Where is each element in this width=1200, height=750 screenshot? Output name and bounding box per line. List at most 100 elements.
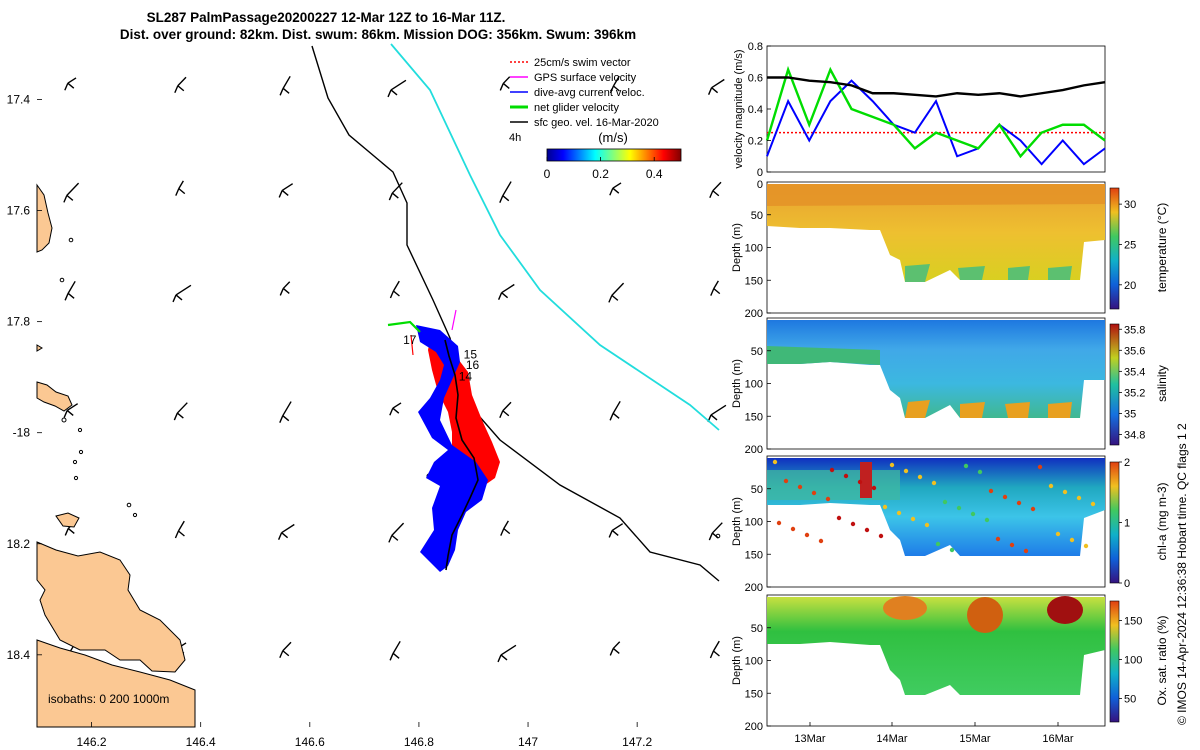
geostrophic-vector-arrow	[612, 400, 621, 414]
oxygen-high-patch	[1047, 596, 1083, 624]
depth-tick-label: 150	[745, 411, 763, 423]
depth-zero-tick-label: 0	[757, 179, 763, 191]
islet	[78, 449, 84, 455]
chla-sample-dot	[804, 532, 810, 538]
islet	[715, 533, 721, 539]
velocity-y-tick-label: 0.8	[748, 41, 763, 53]
velocity-y-tick-label: 0.6	[748, 73, 763, 85]
geostrophic-vector-arrow	[390, 79, 407, 91]
map-y-tick-label: 17.4	[7, 93, 31, 107]
geostrophic-vector-arrow	[611, 282, 625, 296]
geostrophic-arrowhead	[279, 87, 290, 96]
islet	[72, 459, 78, 465]
colorbar-tick-label: 50	[1124, 694, 1136, 706]
section-colorbar-label: chl-a (mg m-3)	[1155, 482, 1169, 560]
chla-sample-dot	[836, 515, 842, 521]
geostrophic-arrowhead	[389, 652, 400, 661]
chla-sample-dot	[1069, 537, 1075, 543]
temperature-surface-layer	[767, 184, 1105, 206]
geostrophic-vector-arrow	[177, 76, 187, 87]
geostrophic-vector-arrow	[712, 181, 722, 192]
temperature-field	[767, 184, 1105, 282]
geostrophic-vector-arrow	[710, 404, 727, 416]
geostrophic-arrowhead	[63, 194, 74, 203]
legend-label-net: net glider velocity	[534, 102, 619, 114]
geostrophic-arrowhead	[389, 407, 400, 416]
map-x-tick-label: 147	[518, 735, 538, 749]
geostrophic-vector-arrow	[503, 520, 509, 529]
geostrophic-vector-arrow	[501, 283, 515, 294]
velocity-y-tick-label: 0	[757, 167, 763, 179]
geostrophic-arrowhead	[609, 412, 620, 421]
chla-sample-dot	[931, 480, 937, 486]
geostrophic-vector-arrow	[67, 77, 77, 84]
time-tick-label: 15Mar	[959, 733, 991, 745]
land-island-2	[55, 512, 80, 528]
geostrophic-arrowhead	[497, 654, 508, 663]
islet	[61, 417, 67, 423]
colorbar-tick-label: 1	[1124, 518, 1130, 530]
geostrophic-vector-arrow	[282, 641, 292, 652]
geostrophic-vector-arrow	[392, 402, 402, 409]
chla-sample-dot	[984, 517, 990, 523]
chla-sample-dot	[1030, 506, 1036, 512]
geostrophic-arrowhead	[278, 189, 289, 198]
section-ylabel: Depth (m)	[731, 636, 743, 685]
gps-surface-velocity-arrow	[451, 309, 457, 331]
depth-tick-label: 50	[751, 623, 763, 635]
geostrophic-arrowhead	[710, 288, 721, 296]
geostrophic-arrowhead	[174, 85, 185, 94]
geostrophic-arrowhead	[388, 192, 399, 201]
map-x-tick-label: 147.2	[622, 735, 652, 749]
section-ylabel: Depth (m)	[731, 497, 743, 546]
islet	[59, 277, 65, 283]
geostrophic-arrowhead	[277, 532, 289, 540]
geostrophic-arrowhead	[279, 415, 290, 423]
chla-sample-dot	[1090, 501, 1096, 507]
geostrophic-vector-arrow	[392, 640, 401, 654]
legend-interval-label: 4h	[509, 132, 521, 144]
chla-sample-dot	[776, 520, 782, 526]
land-mainland-south	[36, 541, 186, 673]
chla-sample-dot	[1076, 495, 1082, 501]
chla-sample-dot	[871, 485, 877, 491]
geostrophic-arrowhead	[609, 85, 620, 94]
track-time-label: 14	[459, 370, 473, 384]
geostrophic-vector-arrow	[711, 522, 723, 534]
chla-sample-dot	[910, 516, 916, 522]
small-islets	[59, 237, 721, 539]
oxygen-high-patch	[883, 596, 927, 620]
islet	[132, 512, 138, 518]
geostrophic-arrowhead	[709, 190, 720, 199]
geostrophic-vector-arrow	[66, 403, 79, 412]
geostrophic-arrowhead	[173, 412, 184, 421]
geostrophic-vector-arrow	[281, 183, 294, 192]
geostrophic-arrowhead	[64, 82, 75, 91]
depth-tick-label: 200	[745, 444, 763, 456]
colorbar-tick-label: 0	[1124, 578, 1130, 590]
colorbar-tick-label: 0.2	[592, 167, 609, 181]
geostrophic-vector-arrow	[502, 76, 511, 84]
geostrophic-vector-arrow	[391, 522, 405, 536]
legend-label-gps: GPS surface velocity	[534, 72, 637, 84]
chla-sample-dot	[843, 473, 849, 479]
swim-vector-arrow	[410, 334, 414, 356]
depth-tick-label: 50	[751, 484, 763, 496]
geostrophic-arrowhead	[279, 287, 290, 296]
section-ylabel: Depth (m)	[731, 359, 743, 408]
chla-sample-dot	[790, 526, 796, 532]
geostrophic-vector-arrow	[502, 401, 512, 412]
chla-sample-dot	[1083, 543, 1089, 549]
chla-sample-dot	[1037, 464, 1043, 470]
map-y-tick-label: 18.4	[7, 648, 31, 662]
geostrophic-vector-arrow	[178, 180, 184, 189]
geostrophic-vector-arrow	[502, 181, 512, 197]
chla-sample-dot	[963, 463, 969, 469]
map-x-tick-label: 146.2	[77, 735, 107, 749]
depth-tick-label: 200	[745, 721, 763, 733]
time-tick-label: 13Mar	[794, 733, 826, 745]
geostrophic-arrowhead	[499, 195, 510, 203]
chla-sample-dot	[924, 522, 930, 528]
geostrophic-vector-arrow	[177, 520, 185, 532]
